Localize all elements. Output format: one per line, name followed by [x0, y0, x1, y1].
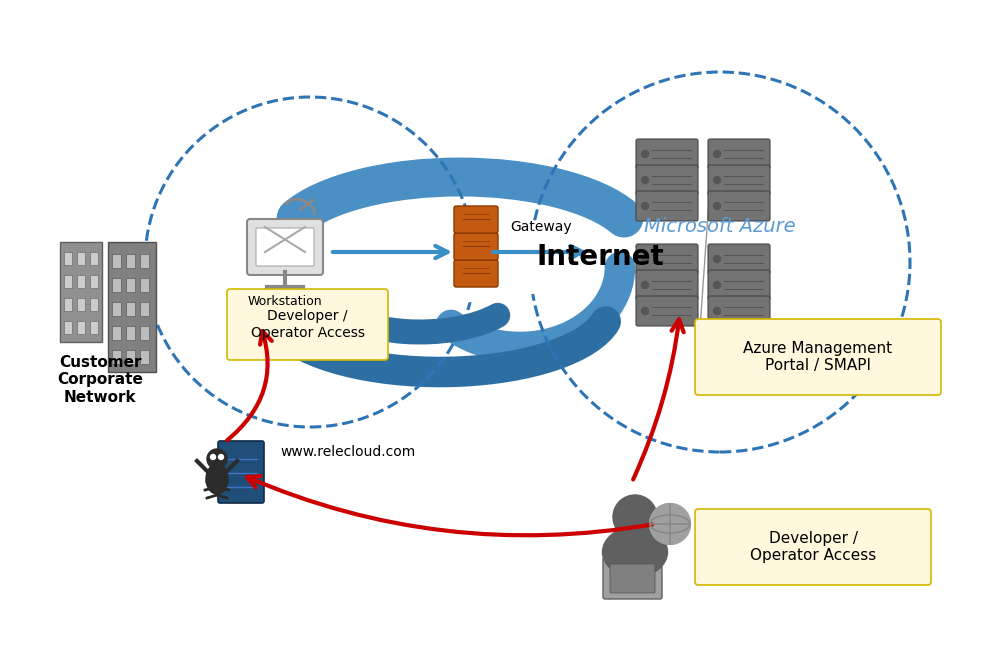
- FancyBboxPatch shape: [708, 244, 770, 274]
- FancyBboxPatch shape: [708, 191, 770, 221]
- FancyBboxPatch shape: [64, 252, 72, 265]
- FancyBboxPatch shape: [708, 270, 770, 300]
- FancyBboxPatch shape: [112, 326, 121, 340]
- FancyBboxPatch shape: [256, 228, 314, 266]
- FancyBboxPatch shape: [636, 270, 698, 300]
- FancyBboxPatch shape: [708, 165, 770, 195]
- FancyBboxPatch shape: [126, 326, 135, 340]
- FancyBboxPatch shape: [636, 296, 698, 326]
- Circle shape: [713, 177, 720, 183]
- FancyBboxPatch shape: [90, 298, 98, 311]
- Circle shape: [613, 495, 657, 539]
- FancyBboxPatch shape: [126, 302, 135, 316]
- Ellipse shape: [206, 464, 228, 494]
- FancyBboxPatch shape: [140, 302, 149, 316]
- FancyBboxPatch shape: [126, 254, 135, 268]
- FancyBboxPatch shape: [60, 242, 102, 342]
- FancyBboxPatch shape: [708, 296, 770, 326]
- FancyBboxPatch shape: [695, 319, 941, 395]
- FancyBboxPatch shape: [140, 326, 149, 340]
- Text: Microsoft Azure: Microsoft Azure: [644, 218, 795, 237]
- FancyBboxPatch shape: [112, 350, 121, 364]
- FancyBboxPatch shape: [636, 139, 698, 169]
- FancyBboxPatch shape: [227, 289, 388, 360]
- FancyBboxPatch shape: [454, 233, 498, 260]
- Text: www.relecloud.com: www.relecloud.com: [280, 445, 415, 459]
- Text: Customer
Corporate
Network: Customer Corporate Network: [57, 355, 143, 405]
- Circle shape: [641, 151, 648, 158]
- FancyBboxPatch shape: [64, 275, 72, 288]
- FancyBboxPatch shape: [140, 254, 149, 268]
- Circle shape: [641, 308, 648, 314]
- FancyBboxPatch shape: [636, 165, 698, 195]
- FancyBboxPatch shape: [126, 278, 135, 292]
- Circle shape: [641, 203, 648, 209]
- Circle shape: [218, 454, 223, 460]
- Circle shape: [641, 177, 648, 183]
- FancyBboxPatch shape: [636, 244, 698, 274]
- FancyBboxPatch shape: [603, 557, 662, 599]
- Circle shape: [713, 203, 720, 209]
- FancyBboxPatch shape: [140, 278, 149, 292]
- Circle shape: [713, 256, 720, 263]
- Text: Internet: Internet: [536, 243, 664, 271]
- FancyBboxPatch shape: [247, 219, 323, 275]
- Ellipse shape: [310, 212, 590, 302]
- FancyBboxPatch shape: [64, 321, 72, 334]
- FancyBboxPatch shape: [64, 298, 72, 311]
- FancyBboxPatch shape: [77, 275, 85, 288]
- FancyBboxPatch shape: [708, 139, 770, 169]
- FancyBboxPatch shape: [112, 302, 121, 316]
- FancyBboxPatch shape: [90, 252, 98, 265]
- Text: Developer /
Operator Access: Developer / Operator Access: [251, 310, 365, 340]
- FancyBboxPatch shape: [112, 254, 121, 268]
- FancyBboxPatch shape: [90, 321, 98, 334]
- Circle shape: [650, 504, 690, 544]
- FancyBboxPatch shape: [454, 206, 498, 233]
- FancyBboxPatch shape: [140, 350, 149, 364]
- FancyBboxPatch shape: [112, 278, 121, 292]
- FancyBboxPatch shape: [695, 509, 931, 585]
- Circle shape: [210, 454, 215, 460]
- Circle shape: [713, 282, 720, 288]
- FancyBboxPatch shape: [454, 260, 498, 287]
- Text: Azure Management
Portal / SMAPI: Azure Management Portal / SMAPI: [743, 341, 892, 373]
- Circle shape: [641, 282, 648, 288]
- FancyBboxPatch shape: [218, 441, 264, 503]
- FancyBboxPatch shape: [108, 242, 156, 372]
- FancyBboxPatch shape: [77, 252, 85, 265]
- FancyBboxPatch shape: [610, 564, 655, 593]
- FancyBboxPatch shape: [126, 350, 135, 364]
- FancyBboxPatch shape: [77, 298, 85, 311]
- FancyBboxPatch shape: [636, 191, 698, 221]
- Ellipse shape: [603, 527, 668, 577]
- Text: Gateway: Gateway: [510, 220, 572, 234]
- Circle shape: [641, 256, 648, 263]
- Circle shape: [207, 449, 227, 469]
- FancyBboxPatch shape: [77, 321, 85, 334]
- FancyBboxPatch shape: [90, 275, 98, 288]
- Circle shape: [713, 308, 720, 314]
- Circle shape: [713, 151, 720, 158]
- Text: Workstation: Workstation: [248, 295, 322, 308]
- Text: Developer /
Operator Access: Developer / Operator Access: [750, 531, 876, 563]
